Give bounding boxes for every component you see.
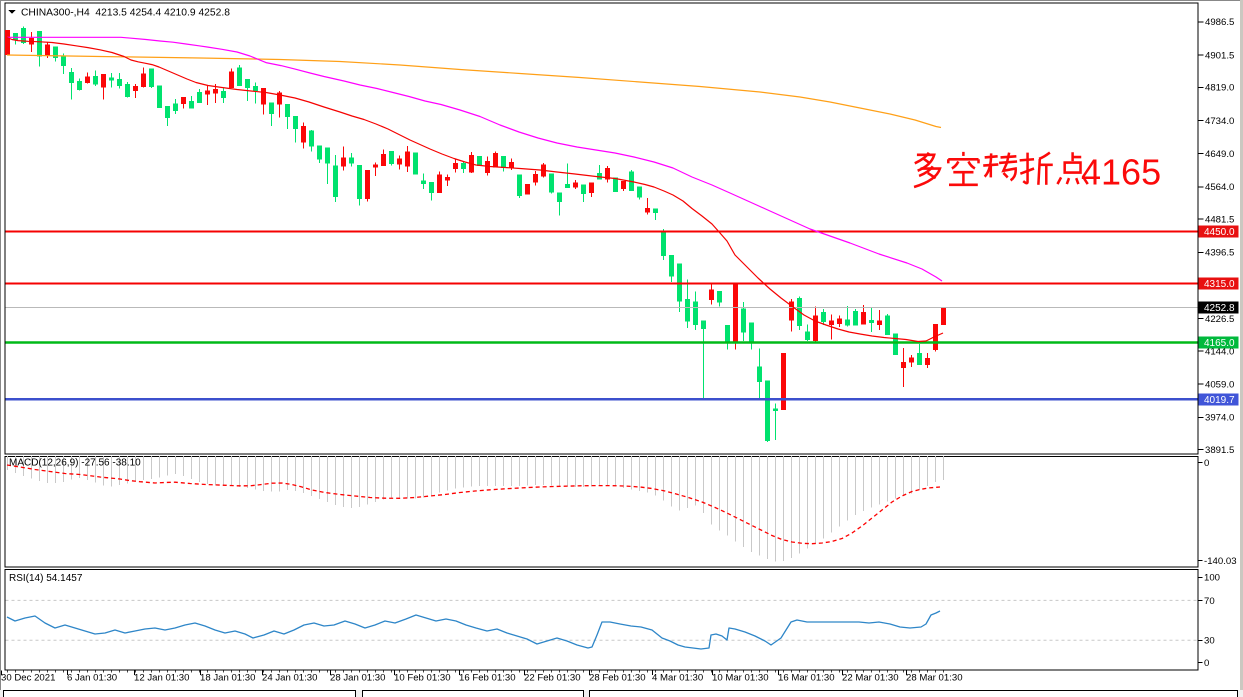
svg-text:4165.0: 4165.0 xyxy=(1204,338,1235,349)
svg-text:4315.0: 4315.0 xyxy=(1204,279,1235,290)
svg-text:0: 0 xyxy=(1204,458,1209,469)
svg-text:CHINA300-,H4 4213.5 4254.4 42: CHINA300-,H4 4213.5 4254.4 4210.9 4252.8 xyxy=(21,8,230,19)
svg-text:18 Jan 01:30: 18 Jan 01:30 xyxy=(200,673,255,684)
svg-text:4226.5: 4226.5 xyxy=(1205,314,1234,325)
svg-text:70: 70 xyxy=(1204,596,1215,607)
svg-text:4396.5: 4396.5 xyxy=(1205,248,1234,259)
svg-text:28 Mar 01:30: 28 Mar 01:30 xyxy=(906,673,963,684)
svg-text:28 Jan 01:30: 28 Jan 01:30 xyxy=(330,673,385,684)
svg-text:4165: 4165 xyxy=(1081,152,1161,193)
svg-text:MACD(12,26,9) -27.56 -38.10: MACD(12,26,9) -27.56 -38.10 xyxy=(9,458,141,469)
svg-text:16 Feb 01:30: 16 Feb 01:30 xyxy=(459,673,516,684)
svg-text:30: 30 xyxy=(1204,636,1215,647)
svg-text:4564.0: 4564.0 xyxy=(1205,182,1234,193)
svg-text:-140.03: -140.03 xyxy=(1204,556,1237,567)
svg-text:6 Jan 01:30: 6 Jan 01:30 xyxy=(67,673,117,684)
svg-text:16 Mar 01:30: 16 Mar 01:30 xyxy=(778,673,835,684)
svg-text:3891.5: 3891.5 xyxy=(1205,445,1234,456)
svg-text:10 Feb 01:30: 10 Feb 01:30 xyxy=(394,673,451,684)
svg-text:22 Feb 01:30: 22 Feb 01:30 xyxy=(524,673,581,684)
svg-text:RSI(14) 54.1457: RSI(14) 54.1457 xyxy=(9,573,83,584)
svg-text:4252.8: 4252.8 xyxy=(1204,303,1235,314)
svg-text:28 Feb 01:30: 28 Feb 01:30 xyxy=(589,673,646,684)
svg-text:100: 100 xyxy=(1204,573,1220,584)
svg-text:4450.0: 4450.0 xyxy=(1204,227,1235,238)
svg-text:4986.5: 4986.5 xyxy=(1205,17,1234,28)
svg-text:30 Dec 2021: 30 Dec 2021 xyxy=(1,673,55,684)
svg-text:3974.0: 3974.0 xyxy=(1205,413,1234,424)
svg-text:0: 0 xyxy=(1204,658,1209,669)
svg-text:22 Mar 01:30: 22 Mar 01:30 xyxy=(842,673,899,684)
svg-text:4059.0: 4059.0 xyxy=(1205,380,1234,391)
svg-text:12 Jan 01:30: 12 Jan 01:30 xyxy=(134,673,189,684)
svg-text:24 Jan 01:30: 24 Jan 01:30 xyxy=(262,673,317,684)
svg-text:4734.0: 4734.0 xyxy=(1205,116,1234,127)
svg-text:4649.0: 4649.0 xyxy=(1205,149,1234,160)
svg-text:4901.5: 4901.5 xyxy=(1205,50,1234,61)
svg-text:4819.0: 4819.0 xyxy=(1205,83,1234,94)
svg-text:4144.0: 4144.0 xyxy=(1205,346,1234,357)
svg-text:4019.7: 4019.7 xyxy=(1204,395,1235,406)
svg-text:4481.5: 4481.5 xyxy=(1205,214,1234,225)
svg-text:10 Mar 01:30: 10 Mar 01:30 xyxy=(712,673,769,684)
svg-text:4 Mar 01:30: 4 Mar 01:30 xyxy=(652,673,703,684)
